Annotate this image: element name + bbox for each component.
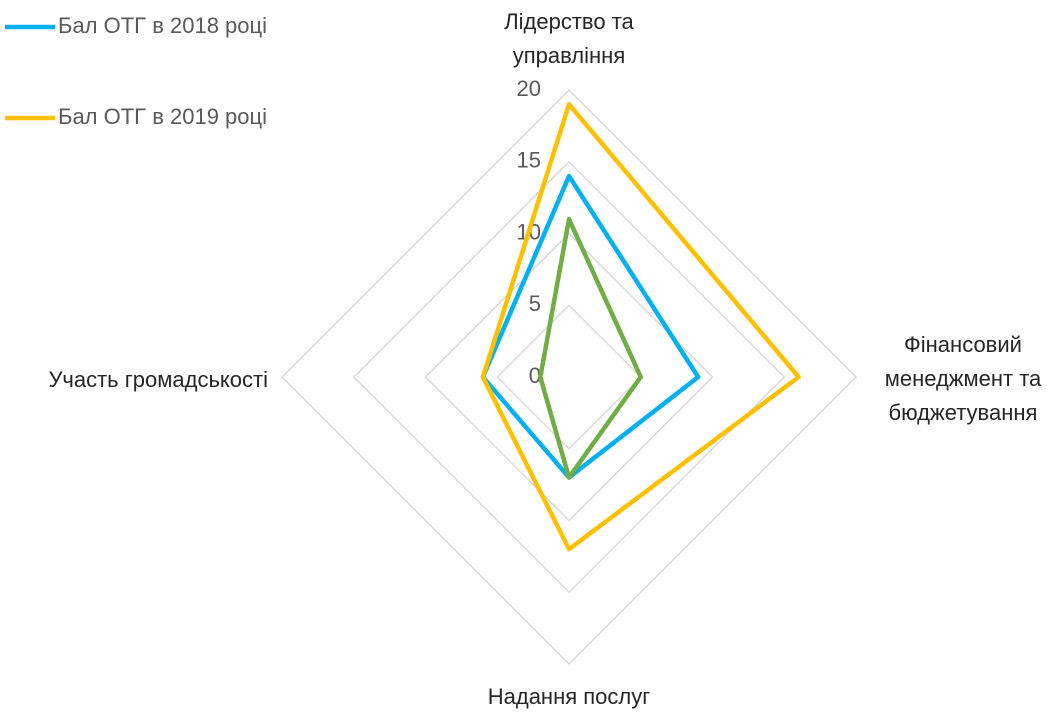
category-label: Участь громадськості (48, 367, 268, 392)
legend-label: Бал ОТГ в 2019 році (58, 104, 267, 129)
legend-label: Бал ОТГ в 2018 році (58, 13, 267, 38)
series-line (480, 102, 801, 552)
category-label: Фінансовий менеджмент та бюджетування (884, 332, 1042, 425)
series-line (538, 216, 643, 480)
grid-ring (496, 304, 642, 450)
category-label: Надання послуг (487, 684, 651, 709)
r-tick-label: 15 (517, 148, 541, 173)
grid-ring (352, 160, 786, 594)
r-tick-label: 0 (529, 363, 541, 388)
grid-ring (280, 88, 858, 666)
r-tick-label: 20 (517, 76, 541, 101)
grid-ring (424, 232, 714, 522)
r-tick-label: 5 (529, 291, 541, 316)
category-label: Лідерство та управління (504, 9, 634, 68)
